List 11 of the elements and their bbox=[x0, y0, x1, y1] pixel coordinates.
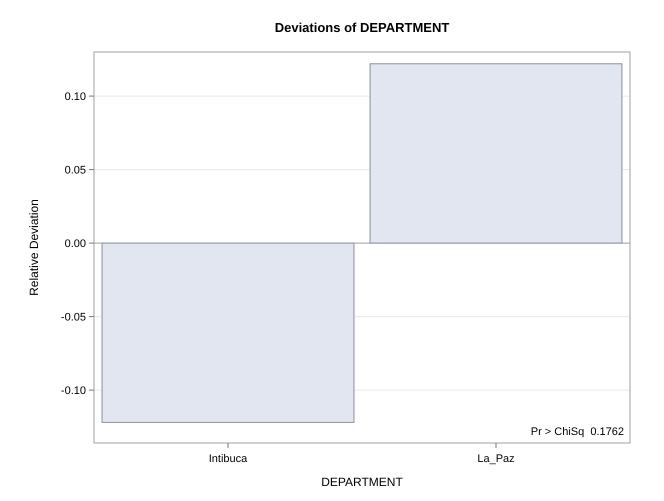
chart-title: Deviations of DEPARTMENT bbox=[274, 20, 450, 35]
y-tick-label: -0.05 bbox=[60, 311, 86, 324]
y-tick-label: 0.05 bbox=[64, 164, 86, 176]
y-tick-label: -0.10 bbox=[60, 384, 86, 397]
y-axis-title: Relative Deviation bbox=[27, 199, 41, 296]
x-tick-label: La_Paz bbox=[477, 453, 515, 465]
x-axis-title: DEPARTMENT bbox=[321, 475, 404, 489]
annotation: Pr > ChiSq 0.1762 bbox=[530, 426, 624, 438]
y-tick-label: 0.00 bbox=[64, 238, 86, 250]
x-tick-label: Intibuca bbox=[208, 453, 248, 465]
y-tick-label: 0.10 bbox=[64, 90, 86, 103]
